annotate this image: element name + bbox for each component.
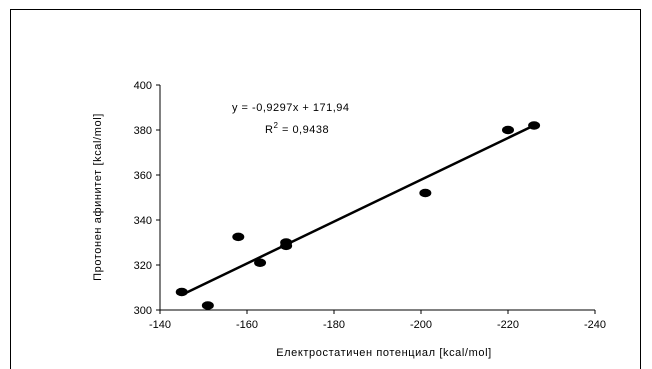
chart-frame xyxy=(10,9,641,369)
tick-labels: -140 -160 -180 -200 -220 -240 300 320 340 360 380 4… xyxy=(134,80,606,331)
data-point xyxy=(232,232,245,242)
x-tick-label: -180 xyxy=(323,319,345,331)
data-point xyxy=(254,258,267,267)
x-tick-label: -220 xyxy=(497,319,519,331)
data-points xyxy=(175,121,541,310)
trendline-equation: y = -0,9297x + 171,94 xyxy=(232,102,350,114)
data-point xyxy=(528,121,541,130)
trendline-group xyxy=(181,124,535,296)
data-point xyxy=(201,301,214,310)
axes xyxy=(156,84,596,314)
r-squared-label: R2 = 0,9438 xyxy=(265,121,329,136)
y-tick-label: 300 xyxy=(134,305,152,317)
x-axis-title: Електростатичен потенциал [kcal/mol] xyxy=(276,347,492,359)
y-tick-label: 400 xyxy=(134,80,152,92)
data-point xyxy=(502,125,514,135)
y-axis-title: Протонен афинитет [kcal/mol] xyxy=(92,113,104,281)
y-tick-label: 320 xyxy=(134,260,152,272)
x-tick-label: -200 xyxy=(410,319,432,331)
x-tick-label: -160 xyxy=(236,319,258,331)
data-point xyxy=(419,188,432,198)
data-point xyxy=(280,241,293,251)
y-tick-label: 340 xyxy=(134,215,152,227)
x-tick-label: -140 xyxy=(149,319,171,331)
x-tick-label: -240 xyxy=(584,319,606,331)
y-tick-label: 380 xyxy=(134,125,152,137)
y-tick-label: 360 xyxy=(134,170,152,182)
trendline xyxy=(181,124,535,296)
data-point xyxy=(175,287,188,297)
